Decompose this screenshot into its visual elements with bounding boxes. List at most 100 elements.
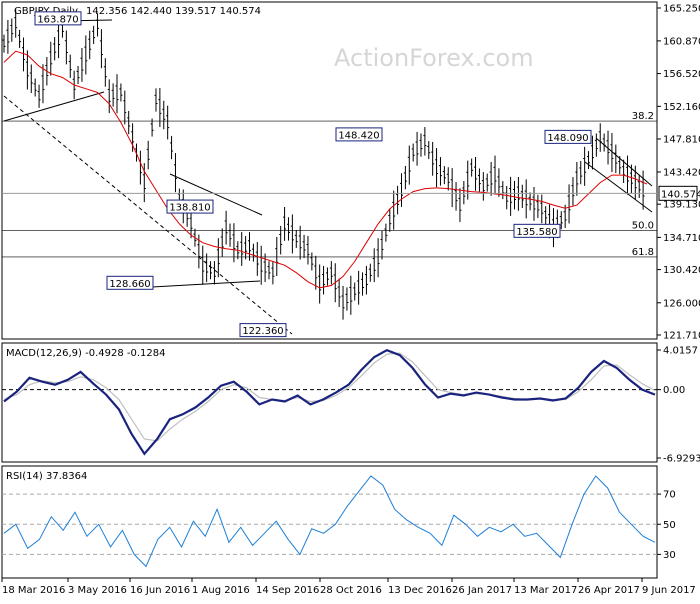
price-bar: [25, 50, 29, 90]
price-bar: [520, 184, 524, 209]
price-bar: [96, 13, 100, 37]
price-bar: [37, 84, 41, 108]
price-bar: [384, 223, 388, 242]
price-bar: [516, 176, 520, 211]
price-bar: [614, 144, 618, 174]
x-tick-label: 14 Sep 2016: [256, 585, 319, 596]
price-bar: [84, 35, 88, 75]
price-bar: [2, 34, 6, 53]
x-tick-label: 16 Jun 2016: [130, 585, 190, 596]
price-y-tick-label: 121.710: [663, 331, 700, 342]
price-y-tick-label: 139.130: [663, 200, 700, 211]
rsi-y-axis: 70 50 30: [657, 490, 676, 561]
rsi-panel-frame: [1, 465, 658, 579]
price-bar: [415, 131, 419, 166]
price-annotation: 138.810: [166, 199, 214, 214]
rsi-y-tick-label: 50: [663, 520, 676, 531]
price-bar: [131, 123, 135, 152]
price-bar: [431, 141, 435, 176]
price-bar: [575, 161, 579, 196]
price-bar: [142, 163, 146, 203]
price-annotation: 148.090: [544, 129, 592, 144]
price-bar: [302, 234, 306, 259]
price-bar: [255, 242, 259, 276]
price-annotation-box: [544, 129, 592, 144]
price-y-tick-label: 130.420: [663, 265, 700, 276]
price-bar: [294, 229, 298, 248]
price-bar: [559, 211, 563, 230]
price-bar: [442, 166, 446, 185]
trendline-channel-lower-2017: [584, 161, 653, 213]
ohlc-header: 142.356 142.440 139.517 140.574: [86, 6, 261, 17]
price-annotation-box: [239, 323, 287, 338]
price-annotation-label: 135.580: [516, 227, 557, 238]
price-y-tick-label: 165.250: [663, 4, 700, 15]
price-bar: [49, 41, 53, 76]
price-bar: [10, 18, 14, 42]
price-bar: [583, 146, 587, 186]
price-bar: [325, 267, 329, 286]
price-bar: [419, 133, 423, 157]
price-y-axis: 165.250 160.870 156.520 152.160 147.810 143.4…: [657, 4, 700, 342]
x-tick-label: 18 Mar 2016: [2, 585, 65, 596]
price-bar: [76, 65, 80, 84]
rsi-y-tick-label: 30: [663, 550, 676, 561]
price-bar: [513, 180, 517, 210]
price-bar: [92, 25, 96, 44]
price-bar: [107, 79, 111, 114]
price-bar: [263, 253, 267, 283]
price-annotation: 122.360: [239, 323, 287, 338]
price-bar: [271, 261, 275, 285]
price-bar: [341, 285, 345, 320]
price-annotation-box: [34, 11, 82, 26]
price-bar: [314, 255, 318, 290]
price-bar: [403, 165, 407, 190]
price-bar: [290, 214, 294, 254]
price-bar: [353, 282, 357, 301]
price-bar: [361, 272, 365, 296]
price-bar: [166, 105, 170, 140]
price-bar: [423, 127, 427, 156]
price-panel-frame: [1, 1, 658, 340]
price-bar: [115, 74, 119, 114]
price-bar: [329, 261, 333, 285]
macd-title: MACD(12,26,9) -0.4928 -0.1284: [6, 348, 166, 359]
macd-y-tick-label: -6.9293: [663, 454, 700, 465]
trendline-low-128: [151, 280, 261, 288]
x-tick-label: 26 Apr 2017: [578, 585, 640, 596]
last-price-tag: 140.574: [658, 185, 700, 201]
fib-level-label: 38.2: [632, 111, 654, 122]
price-bar: [435, 148, 439, 188]
price-annotation: 128.660: [106, 275, 154, 290]
macd-panel-frame: [1, 342, 658, 463]
price-annotation-label: 138.810: [169, 203, 210, 214]
price-annotation-box: [166, 199, 214, 214]
price-bar: [57, 19, 61, 59]
price-annotation: 148.420: [335, 127, 383, 142]
price-bar: [485, 173, 489, 192]
price-bar: [411, 143, 415, 162]
price-bar: [248, 232, 252, 261]
price-bar: [244, 236, 248, 260]
price-annotation-label: 122.360: [242, 326, 283, 337]
price-bar: [127, 110, 131, 135]
price-bar: [205, 253, 209, 283]
price-bar: [540, 194, 544, 224]
price-bar: [633, 165, 637, 200]
macd-y-tick-label: 4.0157: [663, 346, 698, 357]
price-bar: [388, 208, 392, 232]
price-bar: [158, 87, 162, 128]
price-bar: [306, 235, 310, 265]
price-annotation-box: [106, 275, 154, 290]
price-bar: [462, 180, 466, 205]
price-bar: [220, 228, 224, 257]
price-bar: [318, 264, 322, 304]
price-bar: [337, 278, 341, 308]
price-bar: [587, 151, 591, 170]
price-bar: [310, 252, 314, 271]
x-axis: 18 Mar 2016 3 May 2016 16 Jun 2016 1 Aug 20…: [1, 578, 696, 596]
price-bars: [2, 9, 645, 320]
price-y-tick-label: 126.000: [663, 298, 700, 309]
